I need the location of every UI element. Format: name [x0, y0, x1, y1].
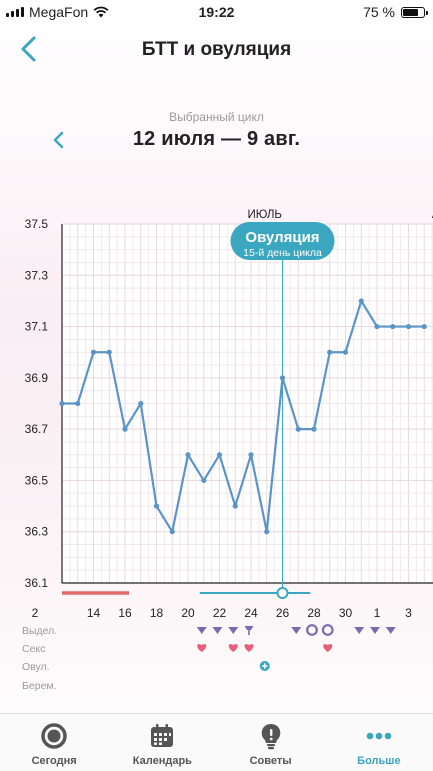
previous-cycle-chevron-icon[interactable]	[48, 127, 70, 153]
battery-icon	[401, 6, 428, 18]
calendar-icon	[151, 724, 174, 747]
bbt-data-point	[59, 400, 65, 407]
event-row-label: Овул.	[22, 661, 50, 673]
tab-label: Сегодня	[31, 755, 77, 767]
y-tick-label: 37.5	[25, 217, 49, 231]
tab-bar: Сегодня Календарь Советы	[0, 713, 433, 771]
sex-heart-icon	[244, 644, 254, 652]
x-tick-label: 26	[276, 606, 290, 620]
y-tick-label: 36.3	[25, 525, 49, 539]
discharge-drop-icon	[385, 627, 396, 634]
bbt-data-point	[405, 323, 412, 330]
ovulation-subtitle: 15-й день цикла	[243, 247, 322, 259]
bbt-data-point	[279, 375, 286, 381]
back-chevron-icon[interactable]	[14, 34, 44, 64]
tab-label: Советы	[249, 755, 292, 767]
bbt-data-point	[421, 323, 427, 330]
discharge-ring-icon	[321, 624, 334, 636]
more-dots-icon	[366, 732, 392, 740]
today-ring-icon	[41, 723, 67, 749]
discharge-ring-icon	[306, 624, 318, 636]
sex-heart-icon	[323, 644, 333, 652]
y-tick-label: 36.9	[25, 371, 49, 385]
x-tick-label: 22	[213, 606, 227, 620]
bbt-data-point	[153, 503, 160, 509]
event-row-label: Выдел.	[22, 625, 57, 637]
event-row-label: Берем.	[22, 680, 57, 692]
tip-lightbulb-icon	[261, 723, 280, 750]
bbt-chart[interactable]: 37.5 37.3 37.1 36.9 36.7 36.5 36.3 36.1 ИЮЛЬ АВГУ…	[0, 200, 433, 700]
bbt-data-point	[374, 323, 380, 330]
discharge-drop-icon	[228, 627, 239, 634]
x-tick-label: 28	[307, 606, 321, 620]
month-label: АВГУСТ	[432, 209, 433, 221]
tab-label: Больше	[357, 755, 401, 767]
bbt-data-point	[248, 452, 254, 458]
carrier: MegaFon	[6, 4, 109, 20]
bbt-data-point	[295, 426, 301, 432]
tab-label: Календарь	[132, 755, 192, 767]
discharge-drop-icon	[196, 627, 207, 634]
tab-today[interactable]: Сегодня	[0, 714, 108, 771]
month-label: ИЮЛЬ	[248, 209, 282, 221]
ovulation-marker	[276, 587, 289, 599]
discharge-drop-icon	[212, 627, 223, 634]
discharge-drop-icon	[354, 627, 365, 634]
tab-more[interactable]: Больше	[325, 714, 433, 771]
bbt-data-point	[311, 426, 317, 432]
x-tick-label: 30	[339, 606, 353, 620]
discharge-pin-icon	[244, 626, 254, 635]
tab-calendar[interactable]: Календарь	[108, 714, 216, 771]
sex-heart-icon	[228, 644, 238, 652]
x-tick-label: 14	[87, 606, 101, 620]
bbt-data-point	[327, 349, 333, 355]
bbt-data-point	[90, 349, 97, 355]
bbt-data-point	[342, 349, 349, 355]
bbt-data-point	[264, 529, 270, 535]
sex-heart-icon	[197, 644, 207, 652]
bbt-series-line	[62, 299, 425, 533]
x-tick-label: 2	[32, 606, 39, 620]
ovulation-plus-icon	[262, 663, 268, 669]
y-tick-label: 36.5	[25, 473, 49, 487]
battery-percent: 75 %	[363, 4, 395, 20]
carrier-name: MegaFon	[29, 4, 89, 20]
status-time: 19:22	[198, 4, 235, 20]
ovulation-title: Овуляция	[245, 229, 319, 246]
y-tick-label: 37.1	[25, 320, 49, 334]
bbt-data-point	[390, 323, 396, 330]
y-tick-label: 36.1	[25, 576, 49, 590]
x-tick-label: 1	[374, 606, 381, 620]
navigation-bar: БТТ и овуляция	[0, 30, 433, 70]
x-tick-label: 20	[181, 606, 195, 620]
ovulation-callout	[230, 222, 335, 260]
y-tick-label: 37.3	[25, 268, 49, 282]
battery-status: 75 %	[363, 4, 428, 20]
wifi-icon	[93, 6, 109, 18]
bbt-data-point	[75, 400, 81, 407]
x-tick-label: 16	[118, 606, 132, 620]
status-bar: MegaFon 19:22 75 %	[0, 0, 433, 24]
cycle-date-range: 12 июля — 9 авг.	[132, 128, 301, 150]
x-tick-label: 24	[244, 606, 258, 620]
bbt-data-point	[201, 477, 207, 484]
cycle-caption: Выбранный цикл	[169, 110, 264, 124]
bbt-data-point	[169, 529, 175, 535]
bbt-data-point	[358, 298, 364, 304]
y-tick-label: 36.7	[25, 422, 49, 436]
discharge-drop-icon	[370, 627, 380, 634]
bbt-data-point	[232, 503, 238, 509]
bbt-data-point	[138, 400, 144, 407]
x-tick-label: 18	[150, 606, 164, 620]
signal-icon	[6, 7, 24, 17]
x-tick-label: 3	[405, 606, 412, 620]
bbt-data-point	[106, 349, 112, 355]
event-row-label: Секс	[22, 643, 45, 655]
bbt-data-point	[122, 426, 128, 432]
discharge-drop-icon	[291, 627, 302, 634]
bbt-data-point	[216, 452, 223, 458]
tab-tips[interactable]: Советы	[217, 714, 325, 771]
page-title: БТТ и овуляция	[141, 39, 292, 60]
bbt-data-point	[185, 452, 191, 458]
